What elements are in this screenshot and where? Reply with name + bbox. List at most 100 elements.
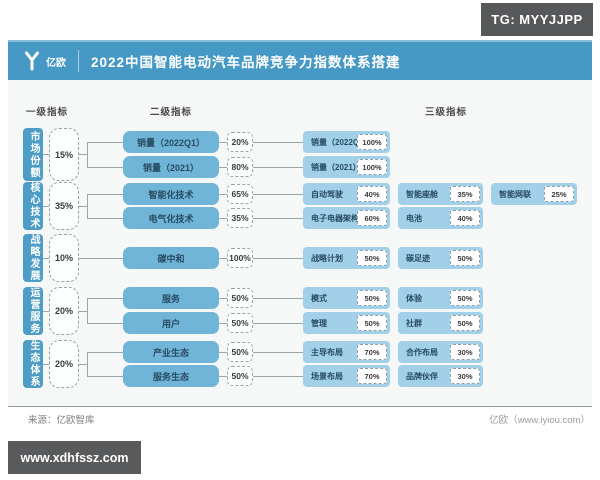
level1-weight: 35%	[49, 182, 79, 230]
connector-line	[253, 298, 303, 299]
tg-watermark-badge: TG: MYYJJPP	[481, 3, 593, 36]
connector-line	[253, 352, 303, 353]
level2-box: 销量（2022Q1）	[123, 131, 219, 153]
level3-weight: 100%	[357, 159, 387, 175]
level2-weight: 50%	[227, 288, 253, 308]
level3-label: 场景布局	[311, 371, 343, 381]
level2-box: 销量（2021）	[123, 156, 219, 178]
level1-weight: 10%	[49, 234, 79, 282]
level3-label: 碳足迹	[406, 253, 430, 263]
level3-weight: 30%	[450, 344, 480, 360]
level3-weight: 50%	[357, 315, 387, 331]
level3-weight: 35%	[450, 186, 480, 202]
source-text: 来源：亿欧智库	[28, 415, 95, 426]
connector-line	[219, 258, 227, 259]
connector-line	[87, 218, 123, 219]
connector-line	[43, 364, 49, 365]
level3-label: 社群	[406, 318, 422, 328]
level1-box: 核心技术	[23, 182, 43, 230]
column-header-level1: 一级指标	[25, 107, 68, 118]
level3-box: 品牌伙伴 30%	[398, 365, 483, 387]
level3-label: 合作布局	[406, 347, 438, 357]
level3-weight: 30%	[450, 368, 480, 384]
level3-weight: 25%	[544, 186, 574, 202]
connector-line	[79, 364, 87, 365]
level3-weight: 70%	[357, 368, 387, 384]
level3-box: 自动驾驶 40%	[303, 183, 390, 205]
brand-logo-icon	[25, 51, 39, 71]
level1-box: 市场份额	[23, 128, 43, 181]
page-title: 2022中国智能电动汽车品牌竞争力指数体系搭建	[91, 55, 401, 70]
level3-label: 模式	[311, 293, 327, 303]
url-watermark-badge: www.xdhfssz.com	[8, 441, 141, 474]
connector-line	[43, 258, 49, 259]
level3-label: 电子电器架构	[311, 213, 359, 223]
connector-line	[219, 298, 227, 299]
level3-label: 战略计划	[311, 253, 343, 263]
connector-line	[43, 154, 49, 155]
level1-box: 战略发展	[23, 234, 43, 282]
level2-box: 智能化技术	[123, 183, 219, 205]
connector-line	[87, 323, 123, 324]
level3-label: 电池	[406, 213, 422, 223]
connector-line	[87, 167, 123, 168]
column-header-level2: 二级指标	[149, 107, 192, 118]
level3-box: 战略计划 50%	[303, 247, 390, 269]
header-bar: 亿欧 2022中国智能电动汽车品牌竞争力指数体系搭建	[8, 40, 592, 80]
level3-box: 管理 50%	[303, 312, 390, 334]
level1-box: 生态体系	[23, 340, 43, 388]
connector-line	[87, 376, 123, 377]
connector-line	[253, 376, 303, 377]
level3-weight: 40%	[450, 210, 480, 226]
connector-line	[219, 142, 227, 143]
connector-line	[253, 258, 303, 259]
connector-line	[87, 298, 88, 323]
connector-line	[87, 142, 123, 143]
connector-line	[87, 298, 123, 299]
diagram-area	[8, 40, 592, 406]
connector-line	[219, 218, 227, 219]
level3-label: 主导布局	[311, 347, 343, 357]
connector-line	[253, 167, 303, 168]
level2-box: 服务生态	[123, 365, 219, 387]
level2-weight: 20%	[227, 132, 253, 152]
level3-box: 智能网联 25%	[491, 183, 577, 205]
level2-box: 服务	[123, 287, 219, 309]
connector-line	[253, 194, 303, 195]
connector-line	[219, 352, 227, 353]
level3-label: 自动驾驶	[311, 189, 343, 199]
connector-line	[87, 352, 88, 376]
level3-weight: 50%	[450, 315, 480, 331]
footer-divider	[8, 406, 592, 407]
column-header-level3: 三级指标	[424, 107, 467, 118]
level3-box: 体验 50%	[398, 287, 483, 309]
header-divider	[78, 50, 79, 72]
level3-box: 模式 50%	[303, 287, 390, 309]
connector-line	[79, 258, 123, 259]
level3-label: 智能网联	[499, 189, 531, 199]
level3-box: 场景布局 70%	[303, 365, 390, 387]
connector-line	[79, 311, 87, 312]
level3-box: 电子电器架构 60%	[303, 207, 390, 229]
level3-weight: 50%	[357, 290, 387, 306]
connector-line	[79, 154, 87, 155]
level2-weight: 35%	[227, 208, 253, 228]
level3-label: 品牌伙伴	[406, 371, 438, 381]
level3-box: 电池 40%	[398, 207, 483, 229]
level3-box: 销量（2021） 100%	[303, 156, 390, 178]
level3-box: 主导布局 70%	[303, 341, 390, 363]
level2-box: 产业生态	[123, 341, 219, 363]
level3-weight: 50%	[450, 250, 480, 266]
level2-box: 电气化技术	[123, 207, 219, 229]
level3-box: 销量（2022Q1） 100%	[303, 131, 390, 153]
level1-box: 运营服务	[23, 287, 43, 335]
level2-weight: 50%	[227, 313, 253, 333]
level2-weight: 80%	[227, 157, 253, 177]
connector-line	[219, 323, 227, 324]
connector-line	[87, 142, 88, 167]
brand-logo-text: 亿欧	[46, 57, 66, 69]
connector-line	[87, 194, 88, 218]
level3-weight: 50%	[450, 290, 480, 306]
level1-weight: 20%	[49, 287, 79, 335]
